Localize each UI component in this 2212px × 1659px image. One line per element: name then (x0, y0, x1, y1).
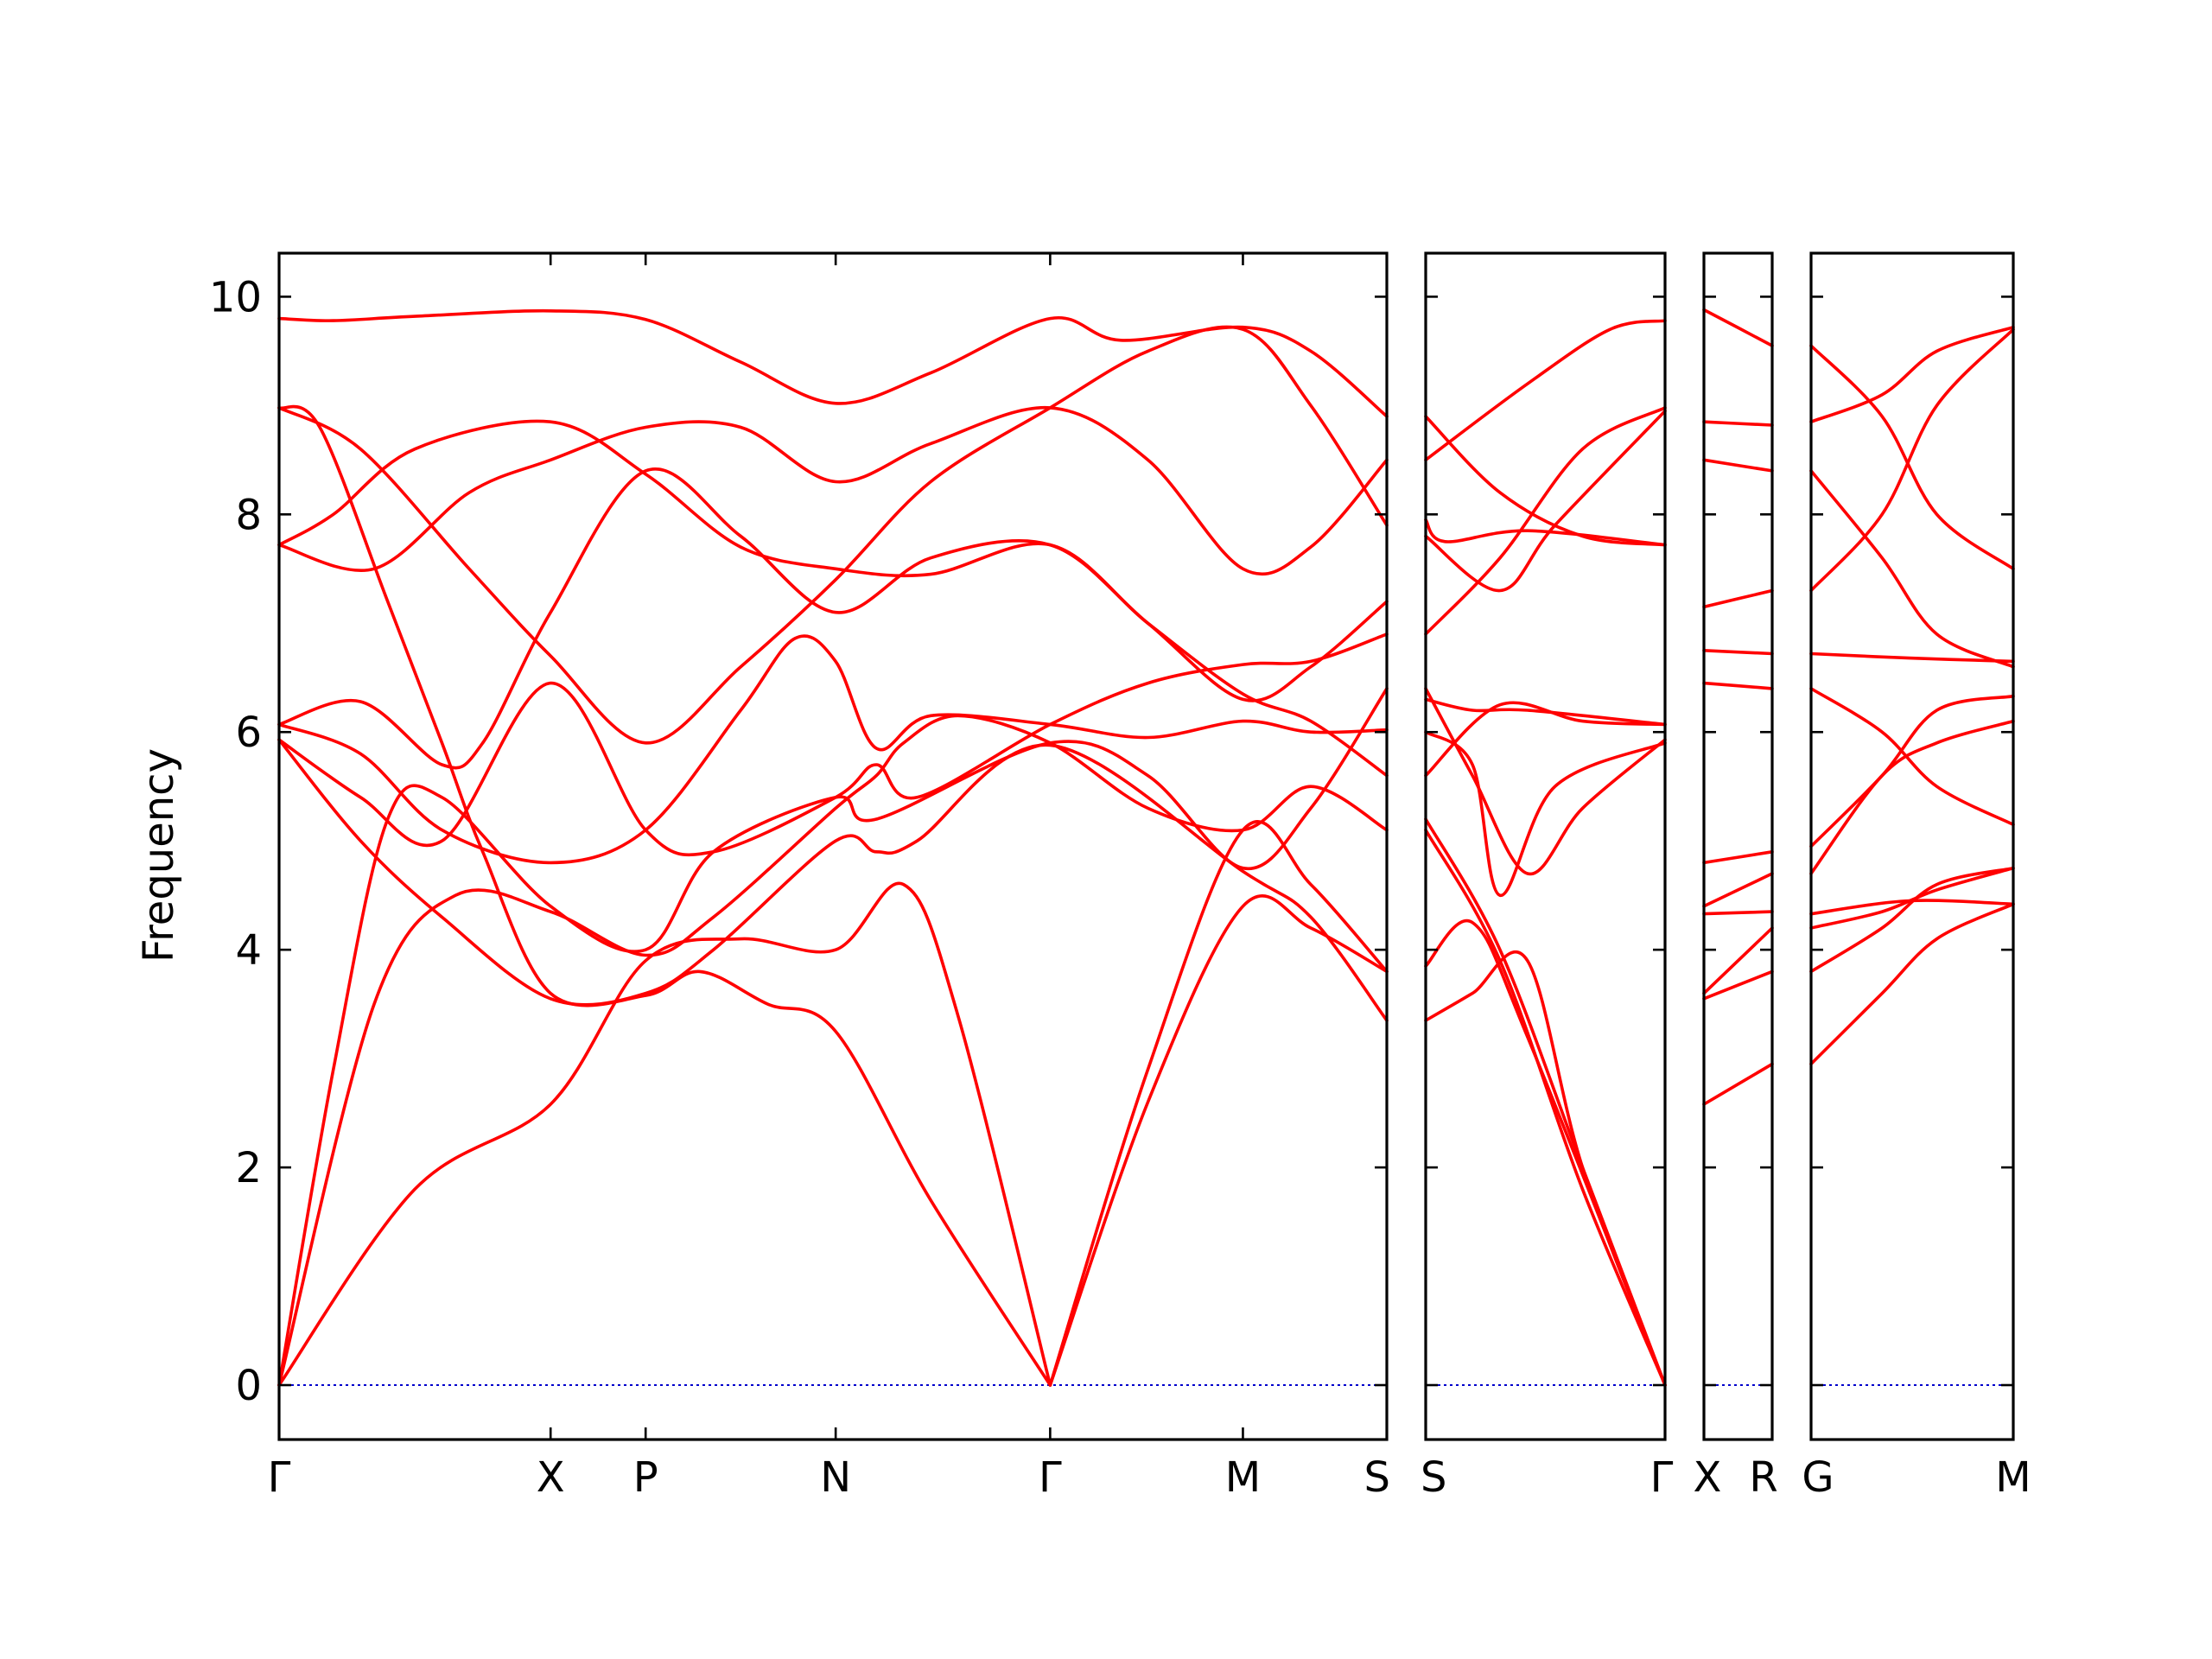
band-line (1424, 687, 1667, 876)
y-tick-label: 4 (235, 926, 262, 975)
band-line (1702, 420, 1774, 427)
band-line (1809, 327, 2015, 593)
x-tick-label: N (820, 1453, 851, 1502)
x-tick-label: Γ (1039, 1453, 1062, 1502)
y-tick-label: 2 (235, 1144, 262, 1192)
band-line (277, 404, 1052, 1387)
band-line (1702, 969, 1774, 1001)
x-tick-label: R (1749, 1453, 1777, 1502)
band-line (1702, 850, 1774, 865)
band-line (1809, 866, 2015, 930)
band-line (277, 467, 1389, 770)
band-line (1809, 719, 2015, 875)
x-tick-label: S (1421, 1453, 1446, 1502)
x-tick-label: M (1995, 1453, 2031, 1502)
band-line (1809, 469, 2015, 669)
band-line (1424, 697, 1667, 727)
band-line (1702, 308, 1774, 347)
panel-frame (1809, 251, 2015, 1441)
y-tick-label: 6 (235, 709, 262, 757)
bands-layer (277, 308, 2015, 1387)
band-line (1809, 866, 2015, 974)
x-tick-label: Γ (268, 1453, 291, 1502)
band-line (1424, 950, 1667, 1387)
band-line (277, 405, 1389, 576)
band-line (277, 881, 1052, 1387)
band-line (1702, 681, 1774, 690)
band-line (277, 325, 1389, 745)
x-tick-label: G (1802, 1453, 1834, 1502)
y-axis-label: Frequency (135, 748, 183, 963)
band-line (277, 714, 1389, 1387)
band-line (1702, 910, 1774, 916)
frames-layer (277, 251, 2015, 1441)
x-tick-label: Γ (1650, 1453, 1674, 1502)
band-line (1702, 588, 1774, 609)
y-tick-label: 0 (235, 1362, 262, 1410)
band-line (1424, 415, 1667, 547)
band-line (1702, 649, 1774, 656)
band-line (1424, 828, 1667, 1387)
panel-frame (1424, 251, 1667, 1441)
band-line (1702, 872, 1774, 908)
ticks-layer (277, 253, 2015, 1440)
band-line (277, 738, 1389, 1022)
band-line (1702, 926, 1774, 995)
band-line (277, 632, 1389, 857)
band-line (1809, 344, 2015, 571)
band-line (1702, 458, 1774, 473)
x-tick-label: M (1225, 1453, 1261, 1502)
x-tick-label: S (1364, 1453, 1390, 1502)
band-line (1424, 319, 1667, 462)
y-tick-label: 8 (235, 491, 262, 539)
band-line (277, 419, 1389, 778)
band-line (1809, 902, 2015, 1066)
panel-frame (277, 251, 1389, 1441)
x-tick-label: P (633, 1453, 658, 1502)
band-line (1809, 652, 2015, 664)
band-line (1424, 409, 1667, 593)
band-line (1809, 687, 2015, 827)
band-line (1809, 325, 2015, 423)
x-tick-label: X (1694, 1453, 1722, 1502)
band-line (1702, 1062, 1774, 1106)
band-line (1048, 820, 1389, 1387)
band-line (1424, 406, 1667, 636)
band-line (1424, 730, 1667, 897)
band-line (277, 634, 1389, 865)
band-line (1424, 518, 1667, 547)
x-tick-label: X (537, 1453, 565, 1502)
band-line (1048, 894, 1389, 1387)
band-line (1424, 918, 1667, 1387)
band-line (1424, 701, 1667, 778)
panel-frame (1702, 251, 1774, 1441)
y-tick-label: 10 (209, 273, 262, 321)
band-line (1809, 694, 2015, 849)
band-line (277, 687, 1389, 1387)
